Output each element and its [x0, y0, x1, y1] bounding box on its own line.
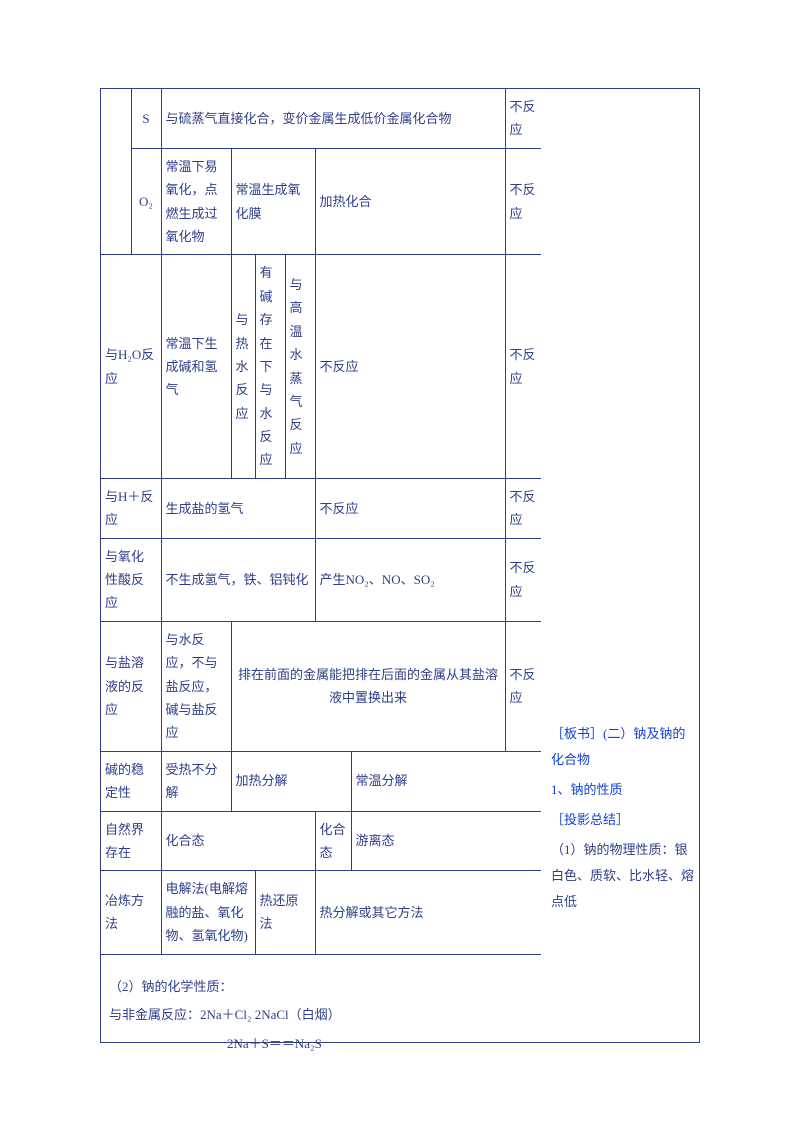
- cell: 不反应: [505, 478, 541, 538]
- cell: 常温下易氧化，点燃生成过氧化物: [161, 148, 231, 255]
- side-line: ［板书］(二）钠及钠的化合物: [551, 721, 696, 773]
- cell: 游离态: [351, 811, 541, 871]
- cell: 常温分解: [351, 751, 541, 811]
- side-line: 1、钠的性质: [551, 777, 696, 803]
- cell: 常温生成氧化膜: [231, 148, 315, 255]
- cell: 不反应: [505, 89, 541, 148]
- cell: 与热水反应: [231, 255, 255, 479]
- cell: 热分解或其它方法: [315, 871, 541, 954]
- cell: 加热化合: [315, 148, 505, 255]
- cell: 热还原法: [255, 871, 315, 954]
- side-line: ［投影总结］: [551, 807, 696, 833]
- cell: 不反应: [505, 148, 541, 255]
- cell: 不反应: [315, 255, 505, 479]
- cell: 加热分解: [231, 751, 351, 811]
- cell: 生成盐的氢气: [161, 478, 315, 538]
- table-row: 与H₂O反应 常温下生成碱和氢气 与热水反应 有碱存在下与水反应 与高温水蒸气反…: [101, 255, 541, 479]
- cell: 碱的稳定性: [101, 751, 161, 811]
- chemistry-table: S 与硫蒸气直接化合，变价金属生成低价金属化合物 不反应 O₂ 常温下易氧化，点…: [101, 89, 541, 955]
- cell: 自然界存在: [101, 811, 161, 871]
- cell: 有碱存在下与水反应: [255, 255, 285, 479]
- cell: 化合态: [161, 811, 315, 871]
- text-line: （2）钠的化学性质：: [109, 973, 699, 1002]
- table-row: 与盐溶液的反应 与水反应，不与盐反应，碱与盐反应 排在前面的金属能把排在后面的金…: [101, 621, 541, 751]
- cell: 与盐溶液的反应: [101, 621, 161, 751]
- cell: 不反应: [505, 621, 541, 751]
- bottom-notes: （2）钠的化学性质： 与非金属反应：2Na＋Cl₂ 2NaCl（白烟） 2Na＋…: [109, 973, 699, 1059]
- table-row: O₂ 常温下易氧化，点燃生成过氧化物 常温生成氧化膜 加热化合 不反应: [101, 148, 541, 255]
- cell: 受热不分解: [161, 751, 231, 811]
- side-line: （1）钠的物理性质：银白色、质软、比水轻、熔点低: [551, 837, 696, 915]
- side-notes: ［板书］(二）钠及钠的化合物 1、钠的性质 ［投影总结］ （1）钠的物理性质：银…: [551, 721, 696, 915]
- table-row: 与H＋反应 生成盐的氢气 不反应 不反应: [101, 478, 541, 538]
- cell: 不生成氢气，铁、铝钝化: [161, 538, 315, 621]
- cell: 不反应: [505, 538, 541, 621]
- cell: 与硫蒸气直接化合，变价金属生成低价金属化合物: [161, 89, 505, 148]
- cell: 电解法(电解熔融的盐、氧化物、氢氧化物): [161, 871, 255, 954]
- text-line: 与非金属反应：2Na＋Cl₂ 2NaCl（白烟）: [109, 1001, 699, 1030]
- cell: 冶炼方法: [101, 871, 161, 954]
- cell: 排在前面的金属能把排在后面的金属从其盐溶液中置换出来: [231, 621, 505, 751]
- table-row: 碱的稳定性 受热不分解 加热分解 常温分解: [101, 751, 541, 811]
- cell: 化合态: [315, 811, 351, 871]
- table-row: 冶炼方法 电解法(电解熔融的盐、氧化物、氢氧化物) 热还原法 热分解或其它方法: [101, 871, 541, 954]
- cell: 与H＋反应: [101, 478, 161, 538]
- text-line: 2Na＋S＝＝Na₂S: [227, 1030, 699, 1059]
- table-row: 与氧化性酸反应 不生成氢气，铁、铝钝化 产生NO₂、NO、SO₂ 不反应: [101, 538, 541, 621]
- cell: 不反应: [315, 478, 505, 538]
- cell: O₂: [131, 148, 161, 255]
- cell: S: [131, 89, 161, 148]
- cell: 不反应: [505, 255, 541, 479]
- table-row: S 与硫蒸气直接化合，变价金属生成低价金属化合物 不反应: [101, 89, 541, 148]
- cell: 产生NO₂、NO、SO₂: [315, 538, 505, 621]
- cell: 与H₂O反应: [101, 255, 161, 479]
- page-frame: S 与硫蒸气直接化合，变价金属生成低价金属化合物 不反应 O₂ 常温下易氧化，点…: [100, 88, 700, 1043]
- cell: 常温下生成碱和氢气: [161, 255, 231, 479]
- cell: 与水反应，不与盐反应，碱与盐反应: [161, 621, 231, 751]
- cell: 与高温水蒸气反应: [285, 255, 315, 479]
- table-row: 自然界存在 化合态 化合态 游离态: [101, 811, 541, 871]
- cell: 与氧化性酸反应: [101, 538, 161, 621]
